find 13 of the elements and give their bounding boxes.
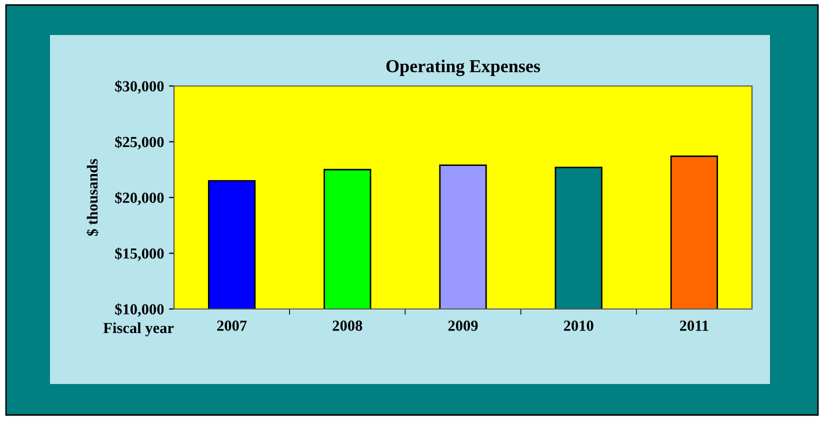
x-tick-label: 2011 [680, 320, 708, 331]
chart-title: Operating Expenses [386, 60, 540, 76]
x-tick-label: 2007 [217, 320, 247, 331]
y-tick-label: $25,000 [115, 136, 164, 150]
y-axis-title: $ thousands [86, 159, 99, 236]
y-tick-label: $30,000 [115, 80, 164, 94]
y-tick-label: $15,000 [115, 247, 164, 261]
x-tick-label: 2010 [564, 320, 594, 331]
y-tick-label: $10,000 [115, 303, 164, 317]
y-tick-label: $20,000 [115, 192, 164, 206]
x-axis-title: Fiscal year [103, 322, 174, 336]
x-tick-label: 2009 [448, 320, 478, 331]
x-tick-label: 2008 [332, 320, 362, 331]
